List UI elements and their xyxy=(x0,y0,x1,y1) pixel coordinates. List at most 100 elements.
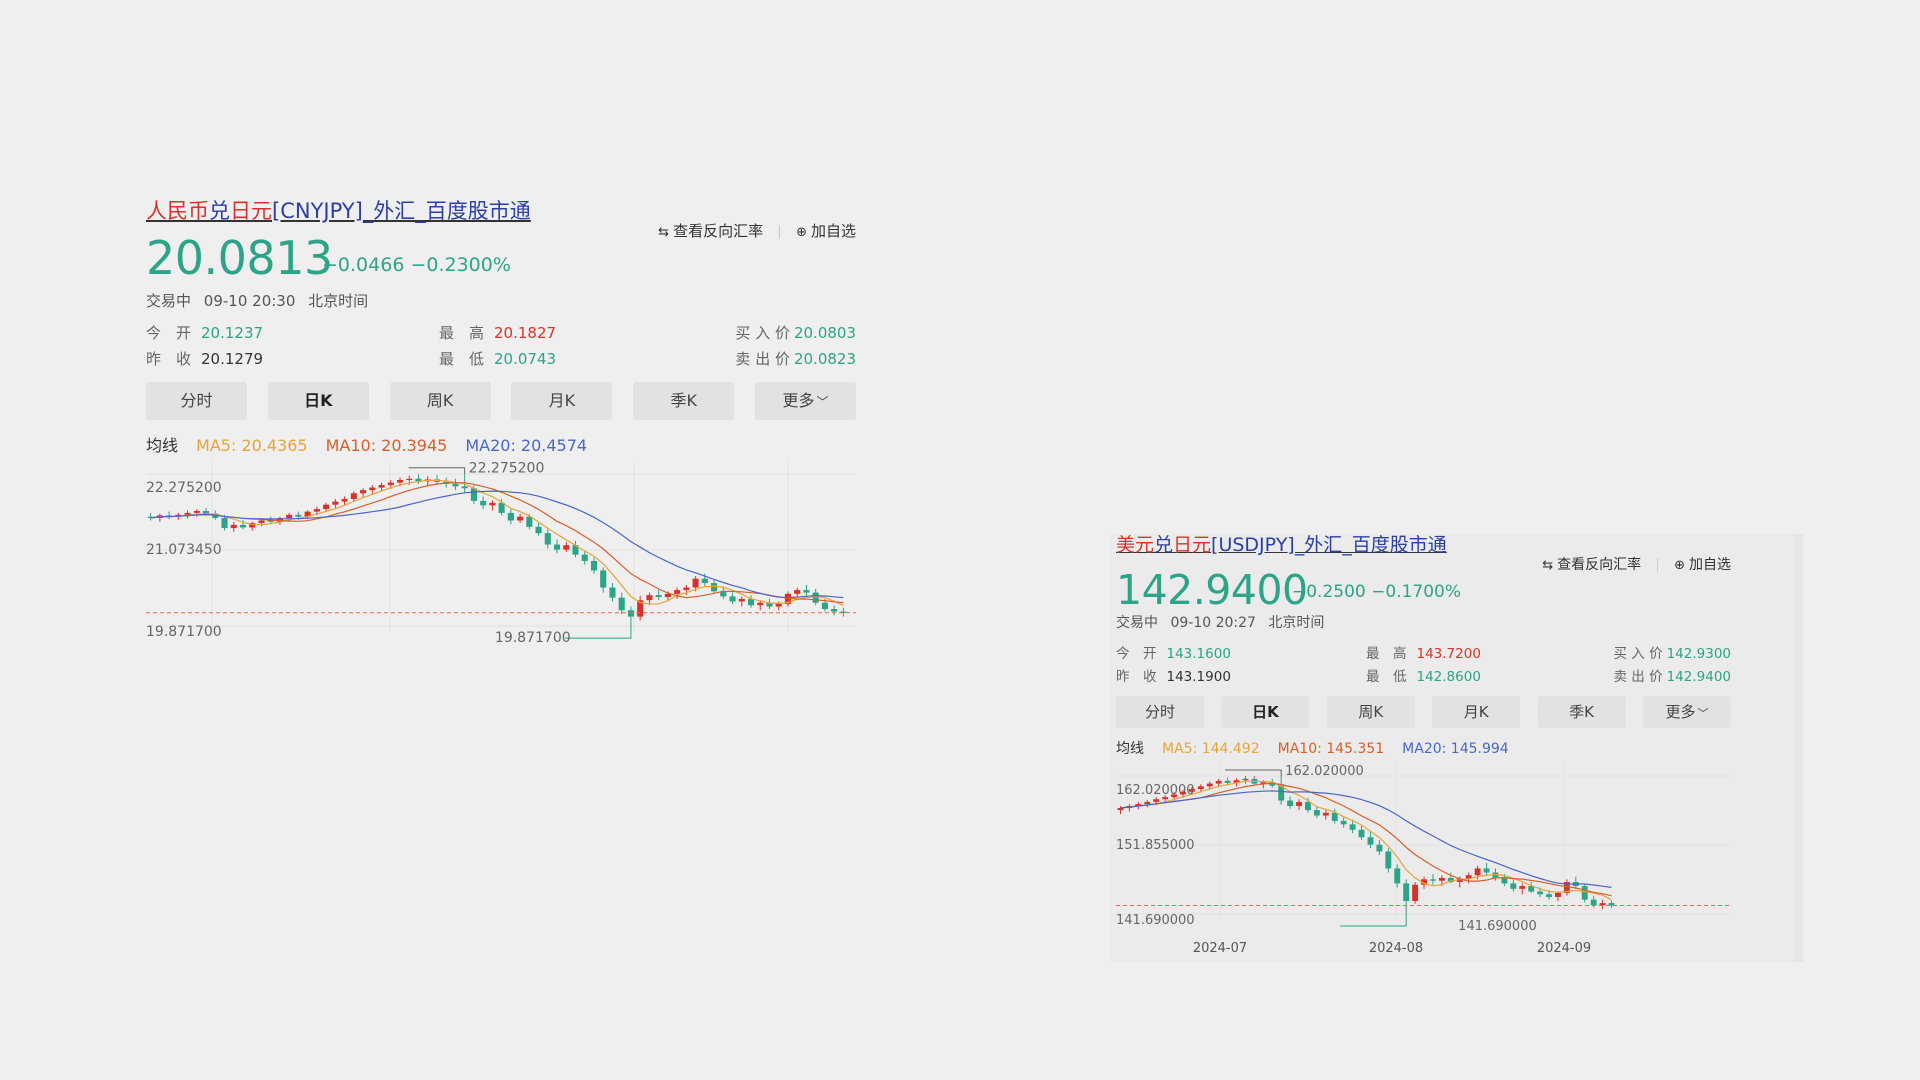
title-symbol[interactable]: [CNYJPY]_外汇_百度股市通 xyxy=(272,199,531,223)
candle-body xyxy=(1135,803,1142,807)
candle-body xyxy=(1483,868,1490,873)
title-base-currency[interactable]: 人民币 xyxy=(146,199,209,223)
tab-intraday[interactable]: 分时 xyxy=(146,382,247,420)
quote-ask-value: 142.9400 xyxy=(1666,669,1731,685)
candle-body xyxy=(341,498,348,502)
tab-intraday[interactable]: 分时 xyxy=(1116,696,1204,728)
candle-body xyxy=(267,520,274,522)
tab-quarterly-k[interactable]: 季K xyxy=(1537,696,1626,728)
add-watchlist-button[interactable]: ⊕ 加自选 xyxy=(796,220,856,241)
add-watchlist-label: 加自选 xyxy=(1689,557,1731,573)
reverse-rate-button[interactable]: ⇆ 查看反向汇率 xyxy=(658,220,763,241)
candle-body xyxy=(674,590,681,594)
candle-body xyxy=(461,486,468,489)
tab-monthly-k[interactable]: 月K xyxy=(511,382,613,420)
price-change: −0.2500 −0.1700% xyxy=(1292,582,1461,602)
quote-high-label: 最 高 xyxy=(439,324,485,342)
candle-body xyxy=(664,593,671,598)
ma5-line xyxy=(150,479,844,607)
candle-body xyxy=(249,523,256,528)
tab-weekly-k[interactable]: 周K xyxy=(1326,696,1415,728)
candle-body xyxy=(1581,886,1588,900)
candle-body xyxy=(590,560,598,571)
title-quote-currency[interactable]: 日元 xyxy=(230,199,272,223)
ma20-line xyxy=(150,490,844,599)
candle-body xyxy=(295,514,302,517)
candle-body xyxy=(1465,875,1472,879)
min-label: 141.690000 xyxy=(1458,919,1537,934)
panel-backdrop xyxy=(1110,534,1803,962)
candlestick-chart[interactable]: 162.020000 151.855000 141.690000 162.020000… xyxy=(1116,764,1731,964)
page-title[interactable]: 美元兑日元[USDJPY]_外汇_百度股市通 xyxy=(1116,530,1731,560)
y-tick-label: 22.275200 xyxy=(146,480,222,496)
candle-body xyxy=(1269,782,1276,786)
add-watchlist-button[interactable]: ⊕ 加自选 xyxy=(1674,554,1731,574)
status-state: 交易中 xyxy=(146,292,192,310)
candle-body xyxy=(1537,891,1544,895)
candle-body xyxy=(1278,785,1285,801)
candle-body xyxy=(1519,886,1526,889)
title-base-currency[interactable]: 美元 xyxy=(1116,534,1155,556)
candle-body xyxy=(396,480,404,483)
candle-body xyxy=(803,590,810,593)
candle-body xyxy=(480,500,487,506)
trading-status: 交易中 09-10 20:30 北京时间 xyxy=(146,290,856,312)
ma20-value: MA20: 145.994 xyxy=(1402,741,1509,757)
candle-body xyxy=(166,515,173,517)
candle-body xyxy=(572,545,579,555)
page-title[interactable]: 人民币兑日元[CNYJPY]_外汇_百度股市通 xyxy=(146,196,856,226)
quote-low-label: 最 低 xyxy=(1366,669,1407,685)
candle-body xyxy=(553,544,561,550)
tab-weekly-k[interactable]: 周K xyxy=(389,382,491,420)
candle-body xyxy=(683,587,690,591)
candle-body xyxy=(701,578,708,584)
quote-open-label: 今 开 xyxy=(1116,646,1157,662)
candle-body xyxy=(1528,886,1535,892)
candle-body xyxy=(1403,883,1410,902)
ma20-line xyxy=(1120,790,1612,888)
tab-quarterly-k[interactable]: 季K xyxy=(633,382,735,420)
quote-open: 今 开 20.1237 xyxy=(146,322,263,343)
tab-monthly-k[interactable]: 月K xyxy=(1432,696,1521,728)
title-symbol[interactable]: [USDJPY]_外汇_百度股市通 xyxy=(1211,534,1447,556)
candle-body xyxy=(184,512,191,515)
title-connector[interactable]: 兑 xyxy=(1154,534,1174,556)
x-tick-label: 2024-08 xyxy=(1369,941,1423,956)
candle-body xyxy=(360,490,367,494)
status-state: 交易中 xyxy=(1116,615,1158,631)
candle-body xyxy=(1224,780,1231,783)
candle-body xyxy=(1287,800,1294,807)
ma10-value: MA10: 20.3945 xyxy=(325,436,448,455)
candle-body xyxy=(784,593,792,604)
title-connector[interactable]: 兑 xyxy=(209,199,230,223)
tab-more[interactable]: 更多 ﹀ xyxy=(754,382,856,420)
reverse-rate-button[interactable]: ⇆ 查看反向汇率 xyxy=(1542,554,1641,574)
quote-prev-value: 143.1900 xyxy=(1166,669,1231,685)
candle-body xyxy=(600,570,607,588)
candle-body xyxy=(1349,824,1356,830)
candle-body xyxy=(1206,783,1213,787)
candle-body xyxy=(775,603,782,607)
candle-body xyxy=(1456,878,1463,883)
quote-low-label: 最 低 xyxy=(439,350,485,368)
candle-body xyxy=(415,478,422,482)
candle-body xyxy=(221,517,228,529)
min-marker-line xyxy=(1340,914,1407,927)
candlestick-chart[interactable]: 22.275200 21.073450 19.871700 22.275200 19.8… xyxy=(146,462,856,652)
ma5-value: MA5: 20.4365 xyxy=(196,436,308,455)
ma5-line xyxy=(1120,780,1612,901)
quote-prev-close: 昨 收 20.1279 xyxy=(146,348,263,369)
candle-body xyxy=(1117,808,1124,811)
candle-body xyxy=(1153,799,1160,802)
candle-body xyxy=(1188,789,1195,792)
candle-body xyxy=(258,520,265,524)
tab-more[interactable]: 更多 ﹀ xyxy=(1642,696,1731,728)
tab-daily-k[interactable]: 日K xyxy=(1221,696,1310,728)
candle-body xyxy=(230,524,237,529)
candle-body xyxy=(526,516,533,527)
tab-daily-k[interactable]: 日K xyxy=(267,382,369,420)
quote-panel-usdjpy: 美元兑日元[USDJPY]_外汇_百度股市通 142.9400 −0.2500 … xyxy=(1116,530,1731,964)
quote-bid-value: 20.0803 xyxy=(793,324,856,342)
candle-body xyxy=(655,595,662,598)
title-quote-currency[interactable]: 日元 xyxy=(1173,534,1212,556)
